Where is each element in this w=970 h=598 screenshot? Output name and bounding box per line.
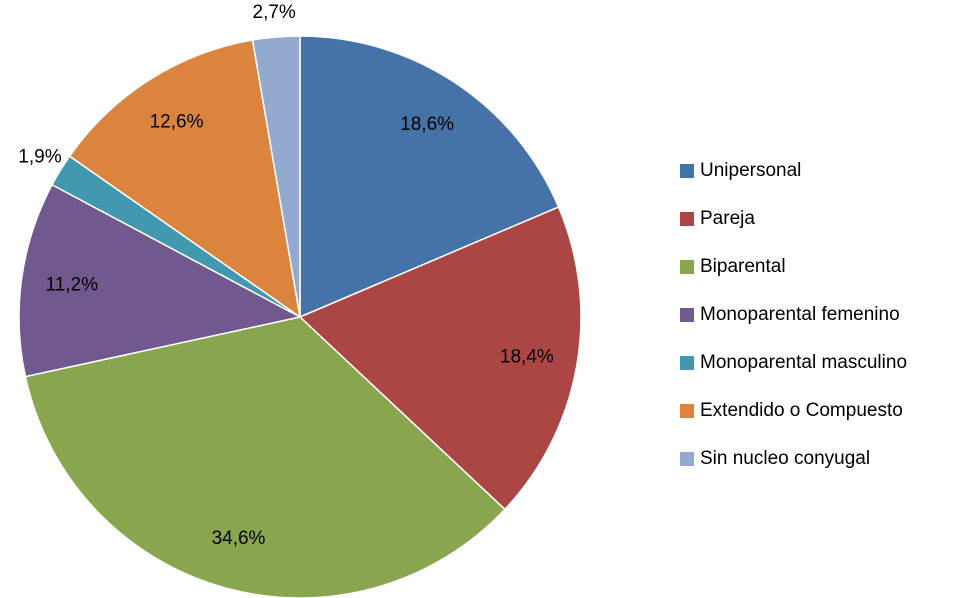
pie-slice bbox=[299, 35, 560, 319]
legend-swatch bbox=[680, 260, 694, 274]
legend-swatch bbox=[680, 164, 694, 178]
legend-swatch bbox=[680, 212, 694, 226]
legend-swatch bbox=[680, 308, 694, 322]
pie-slice bbox=[18, 183, 303, 378]
legend-swatch bbox=[680, 404, 694, 418]
pie-slice bbox=[251, 35, 301, 318]
legend-swatch bbox=[680, 356, 694, 370]
legend-label: Unipersonal bbox=[700, 160, 801, 181]
data-label: 2,7% bbox=[253, 2, 296, 23]
data-label: 11,2% bbox=[46, 274, 99, 295]
legend-label: Pareja bbox=[700, 208, 755, 229]
legend-label: Sin nucleo conyugal bbox=[700, 448, 870, 469]
data-label: 18,4% bbox=[500, 346, 554, 367]
data-label: 1,9% bbox=[18, 147, 61, 168]
data-label: 18,6% bbox=[400, 114, 454, 135]
data-label: 34,6% bbox=[212, 528, 266, 549]
pie-slice bbox=[298, 206, 582, 511]
legend-label: Monoparental masculino bbox=[700, 352, 907, 373]
pie-slice bbox=[24, 316, 506, 598]
legend-swatch bbox=[680, 452, 694, 466]
pie-slice bbox=[68, 39, 302, 319]
legend-label: Extendido o Compuesto bbox=[700, 400, 903, 421]
legend-label: Monoparental femenino bbox=[700, 304, 900, 325]
data-label: 12,6% bbox=[150, 111, 204, 132]
legend-label: Biparental bbox=[700, 256, 786, 277]
